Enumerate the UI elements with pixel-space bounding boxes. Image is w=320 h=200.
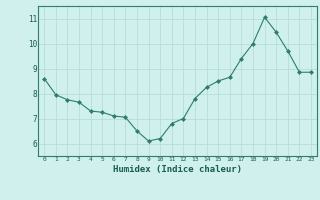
X-axis label: Humidex (Indice chaleur): Humidex (Indice chaleur) (113, 165, 242, 174)
